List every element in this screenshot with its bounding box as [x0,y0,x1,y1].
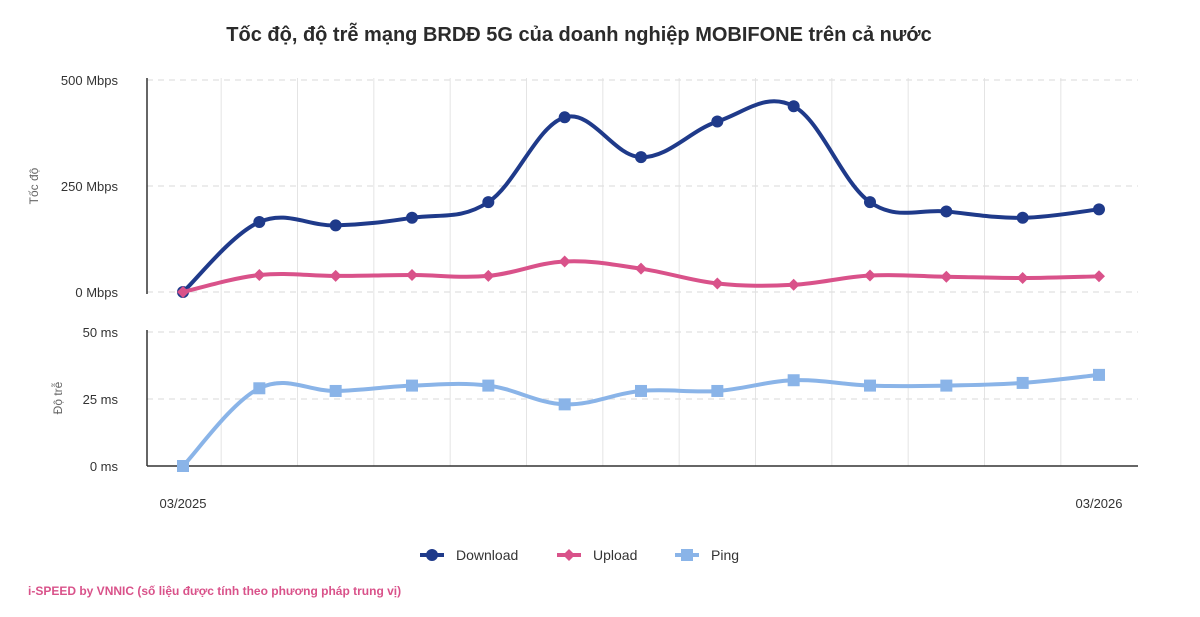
y-tick-label: 50 ms [83,325,119,340]
legend-item-upload[interactable]: Upload [557,547,637,563]
data-point-upload [635,262,647,275]
y-tick-label: 250 Mbps [61,179,119,194]
data-point-upload [787,278,800,291]
data-point-ping [177,460,189,472]
chart-title: Tốc độ, độ trễ mạng BRDĐ 5G của doanh ng… [226,22,931,46]
data-point-ping [864,379,876,392]
data-point-ping [253,382,266,395]
data-point-upload [1016,272,1029,285]
data-point-download [1093,203,1105,216]
legend: Download Upload Ping [420,547,739,563]
data-point-download [787,100,800,113]
legend-label-upload: Upload [593,547,637,563]
y-tick-label: 0 Mbps [75,285,118,300]
speed-axis-title: Tốc độ [27,167,41,204]
y-tick-label: 25 ms [83,392,119,407]
data-point-ping [558,398,571,411]
data-point-upload [1093,270,1105,283]
data-point-download [329,219,342,232]
y-tick-label: 500 Mbps [61,73,119,88]
data-point-download [940,205,953,218]
legend-marker-download [426,549,438,561]
data-point-upload [482,269,495,282]
series-layer [177,99,1105,472]
data-point-upload [253,269,266,282]
footer-source: i-SPEED by VNNIC (số liệu được tính theo… [28,584,401,598]
latency-axis-title: Độ trễ [50,381,65,414]
data-point-ping [940,379,953,392]
data-point-download [406,211,418,224]
data-point-ping [482,379,495,392]
legend-marker-ping [681,549,693,561]
data-point-download [1016,211,1029,224]
data-point-ping [1093,368,1105,381]
data-point-download [482,196,495,209]
legend-label-ping: Ping [711,547,739,563]
y-tick-label: 0 ms [90,459,119,474]
legend-marker-upload [563,549,575,561]
data-point-ping [1016,376,1029,389]
legend-item-download[interactable]: Download [420,547,518,563]
data-point-download [253,216,266,229]
x-tick-label-start: 03/2025 [160,496,207,511]
data-point-download [635,151,647,164]
legend-label-download: Download [456,547,518,563]
data-point-ping [406,379,418,392]
x-tick-label-end: 03/2026 [1076,496,1123,511]
data-point-upload [406,269,418,282]
y-tick-labels: 0 Mbps 250 Mbps 500 Mbps 0 ms 25 ms 50 ms [61,73,119,474]
data-point-ping [635,384,647,397]
data-point-ping [329,384,342,397]
data-point-download [558,111,571,124]
data-point-upload [177,286,189,298]
data-point-ping [711,384,724,397]
data-point-upload [329,269,342,282]
data-point-upload [711,277,724,290]
data-point-upload [864,269,876,282]
grid-lines [147,78,1138,466]
data-point-ping [787,374,800,387]
data-point-upload [940,270,953,283]
data-point-download [864,196,876,209]
legend-item-ping[interactable]: Ping [675,547,739,563]
data-point-download [711,115,724,128]
data-point-upload [558,255,571,268]
